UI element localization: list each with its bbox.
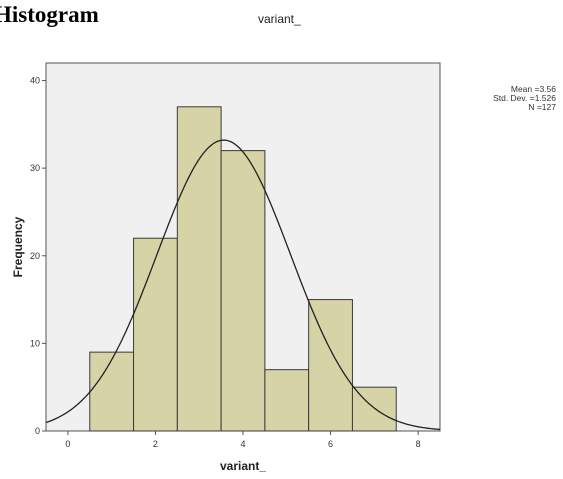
normal-curve	[45, 139, 441, 431]
histogram-bar	[133, 237, 178, 432]
histogram-bar	[176, 106, 222, 432]
y-tick-label: 30	[30, 163, 40, 173]
x-tick-label: 0	[65, 439, 70, 449]
y-tick-label: 10	[30, 338, 40, 348]
y-tick-label: 40	[30, 76, 40, 86]
x-tick-label: 2	[153, 439, 158, 449]
stats-legend: Mean =3.56 Std. Dev. =1.526 N =127	[476, 85, 556, 112]
stat-std-dev: Std. Dev. =1.526	[493, 93, 556, 103]
histogram-bar	[220, 150, 266, 432]
axes-group: 0 10 20 30 40 0 2 4 6 8	[30, 76, 421, 449]
y-tick-label: 0	[35, 426, 40, 436]
x-axis-title: variant_	[220, 459, 266, 473]
chart-title: variant_	[258, 12, 301, 26]
histogram-bar	[308, 299, 353, 432]
stat-mean: Mean =3.56	[510, 84, 556, 94]
y-axis-title: Frequency	[11, 216, 25, 277]
bars-group	[89, 106, 397, 432]
histogram-bar	[89, 351, 135, 432]
stat-n: N =127	[528, 102, 556, 112]
histogram-heading: Histogram	[0, 2, 99, 27]
x-tick-label: 6	[328, 439, 333, 449]
x-tick-label: 8	[416, 439, 421, 449]
x-tick-label: 4	[240, 439, 245, 449]
y-tick-label: 20	[30, 251, 40, 261]
histogram-bar	[264, 369, 310, 432]
